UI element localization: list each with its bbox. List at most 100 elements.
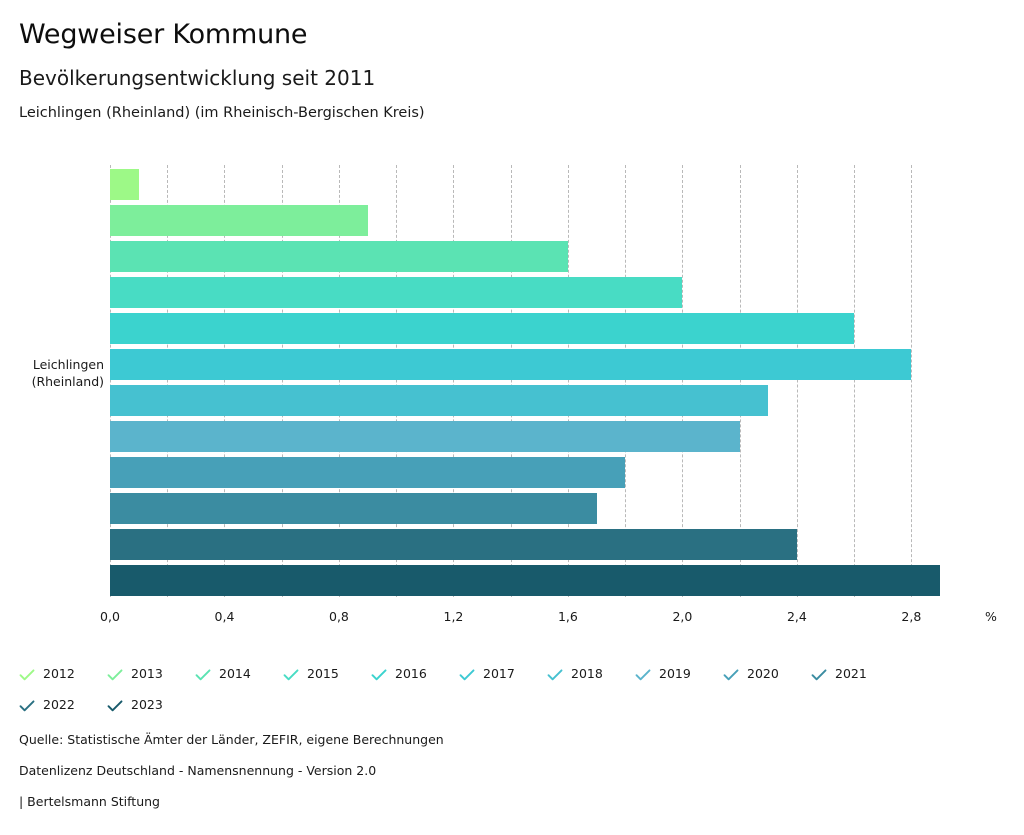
x-axis-unit-label: % <box>985 609 997 624</box>
bar-fill <box>110 421 740 452</box>
legend-item-2015[interactable]: 2015 <box>283 666 371 681</box>
legend-item-2022[interactable]: 2022 <box>19 697 107 712</box>
check-icon <box>811 667 827 681</box>
legend-label: 2022 <box>43 697 75 712</box>
y-axis-category-label: Leichlingen (Rheinland) <box>0 356 104 390</box>
bar-2012[interactable] <box>110 169 139 200</box>
check-icon <box>635 667 651 681</box>
legend-item-2021[interactable]: 2021 <box>811 666 899 681</box>
gridline <box>338 165 340 597</box>
legend-item-2013[interactable]: 2013 <box>107 666 195 681</box>
bar-fill <box>110 241 568 272</box>
legend-label: 2014 <box>219 666 251 681</box>
footer-publisher: | Bertelsmann Stiftung <box>19 794 160 809</box>
page-title: Wegweiser Kommune <box>19 19 308 50</box>
bar-fill <box>110 565 940 596</box>
legend-item-2019[interactable]: 2019 <box>635 666 723 681</box>
check-icon <box>19 667 35 681</box>
x-tick-label: 1,6 <box>557 609 578 624</box>
footer-license: Datenlizenz Deutschland - Namensnennung … <box>19 763 377 778</box>
gridline <box>510 165 512 597</box>
gridline <box>281 165 283 597</box>
gridline <box>224 165 226 597</box>
bar-fill <box>110 493 597 524</box>
gridline <box>625 165 627 597</box>
footer: Quelle: Statistische Ämter der Länder, Z… <box>19 732 444 825</box>
bar-2020[interactable] <box>110 457 626 488</box>
bar-fill <box>110 349 912 380</box>
gridline <box>911 165 913 597</box>
legend-label: 2012 <box>43 666 75 681</box>
gridline <box>396 165 398 597</box>
bar-2022[interactable] <box>110 529 797 560</box>
gridline <box>110 165 111 597</box>
bar-fill <box>110 205 368 236</box>
x-tick-label: 2,8 <box>901 609 922 624</box>
bar-2018[interactable] <box>110 385 769 416</box>
x-tick-label: 2,4 <box>786 609 807 624</box>
legend-label: 2019 <box>659 666 691 681</box>
legend-label: 2023 <box>131 697 163 712</box>
gridline <box>167 165 169 597</box>
bar-fill <box>110 277 683 308</box>
gridline <box>453 165 455 597</box>
x-tick-label: 0,0 <box>100 609 120 624</box>
footer-source: Quelle: Statistische Ämter der Länder, Z… <box>19 732 444 747</box>
x-tick-label: 2,0 <box>672 609 693 624</box>
check-icon <box>459 667 475 681</box>
legend-row: 2022 2023 <box>19 689 1009 720</box>
x-tick-label: 0,4 <box>214 609 235 624</box>
bar-2017[interactable] <box>110 349 912 380</box>
bar-2016[interactable] <box>110 313 855 344</box>
legend-label: 2020 <box>747 666 779 681</box>
check-icon <box>107 698 123 712</box>
bar-2023[interactable] <box>110 565 940 596</box>
y-axis-label-line1: Leichlingen <box>32 357 104 372</box>
bar-2019[interactable] <box>110 421 740 452</box>
legend-label: 2015 <box>307 666 339 681</box>
gridline <box>854 165 856 597</box>
bar-2021[interactable] <box>110 493 597 524</box>
legend-item-2017[interactable]: 2017 <box>459 666 547 681</box>
x-tick-label: 1,2 <box>443 609 464 624</box>
y-axis-label-line2: (Rheinland) <box>31 374 104 389</box>
check-icon <box>107 667 123 681</box>
bar-2013[interactable] <box>110 205 368 236</box>
bar-2015[interactable] <box>110 277 683 308</box>
bar-fill <box>110 169 139 200</box>
bar-fill <box>110 457 626 488</box>
bar-series-container <box>110 165 940 597</box>
region-label: Leichlingen (Rheinland) (im Rheinisch-Be… <box>19 105 425 121</box>
legend-label: 2021 <box>835 666 867 681</box>
plot-area <box>110 165 940 597</box>
gridline <box>567 165 569 597</box>
bar-fill <box>110 385 769 416</box>
bar-fill <box>110 313 855 344</box>
legend-label: 2018 <box>571 666 603 681</box>
bar-2014[interactable] <box>110 241 568 272</box>
legend-label: 2017 <box>483 666 515 681</box>
legend-item-2014[interactable]: 2014 <box>195 666 283 681</box>
bar-fill <box>110 529 797 560</box>
check-icon <box>283 667 299 681</box>
legend-label: 2016 <box>395 666 427 681</box>
check-icon <box>195 667 211 681</box>
gridline <box>796 165 798 597</box>
legend-label: 2013 <box>131 666 163 681</box>
check-icon <box>723 667 739 681</box>
check-icon <box>547 667 563 681</box>
legend-item-2020[interactable]: 2020 <box>723 666 811 681</box>
check-icon <box>19 698 35 712</box>
legend-item-2023[interactable]: 2023 <box>107 697 195 712</box>
legend-item-2012[interactable]: 2012 <box>19 666 107 681</box>
legend-row: 2012 2013 2014 2015 2016 2017 2018 2019 2020 2021 <box>19 658 1009 689</box>
gridlines <box>110 165 940 597</box>
chart-legend: 2012 2013 2014 2015 2016 2017 2018 2019 2020 2021… <box>19 658 1009 720</box>
gridline <box>739 165 741 597</box>
x-tick-label: 0,8 <box>329 609 349 624</box>
legend-item-2018[interactable]: 2018 <box>547 666 635 681</box>
x-axis: % 0,0 0,4 0,8 1,2 1,6 2,0 2,4 2,8 <box>100 601 1010 627</box>
gridline <box>682 165 684 597</box>
legend-item-2016[interactable]: 2016 <box>371 666 459 681</box>
